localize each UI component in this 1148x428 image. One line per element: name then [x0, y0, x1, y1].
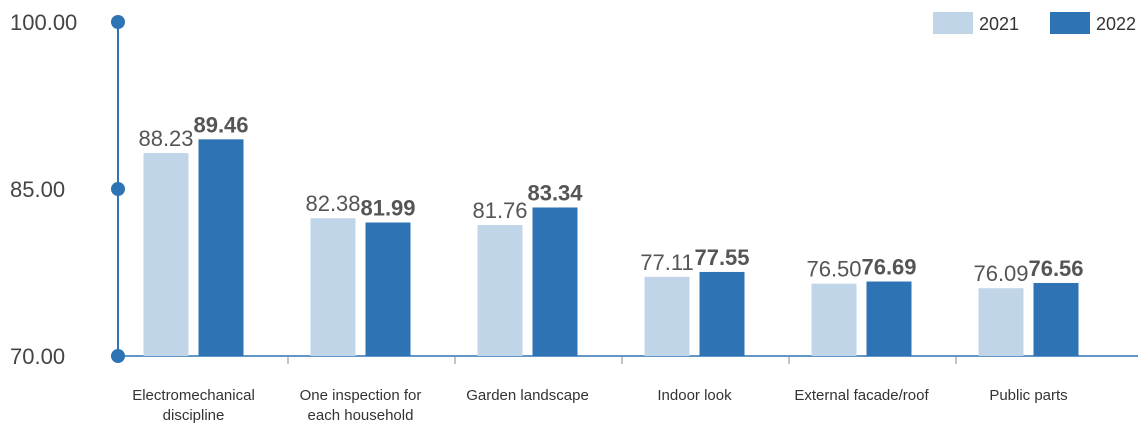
data-label-2021: 88.23 [138, 126, 193, 151]
data-label-2021: 77.11 [640, 250, 693, 275]
data-label-2022: 89.46 [193, 112, 248, 137]
category-label: Indoor look [657, 387, 732, 404]
category-label: External facade/roof [794, 387, 929, 404]
bar-2021 [143, 153, 189, 356]
data-label-2021: 82.38 [305, 191, 360, 216]
bar-2021 [477, 225, 523, 356]
y-tick-label: 85.00 [10, 177, 65, 202]
category-label-line: each household [308, 407, 414, 424]
data-label-2022: 76.69 [861, 255, 916, 280]
data-label-2021: 81.76 [472, 198, 527, 223]
y-tick-label: 70.00 [10, 344, 65, 369]
bar-2022 [1033, 282, 1079, 356]
bar-2022 [866, 281, 912, 356]
bars [143, 139, 1079, 356]
y-tick-marker [111, 349, 125, 363]
category-label-line: Garden landscape [466, 387, 589, 404]
bar-2021 [978, 288, 1024, 356]
category-label-line: Public parts [989, 387, 1067, 404]
category-label: Public parts [989, 387, 1067, 404]
data-label-2022: 76.56 [1028, 256, 1083, 281]
bar-2022 [365, 222, 411, 356]
category-label-line: Indoor look [657, 387, 732, 404]
y-tick-label: 100.00 [10, 10, 77, 35]
category-label-line: Electromechanical [132, 387, 255, 404]
legend-label-2021: 2021 [979, 14, 1019, 34]
data-label-2021: 76.50 [806, 257, 861, 282]
data-label-2022: 83.34 [527, 180, 583, 205]
y-tick-marker [111, 182, 125, 196]
bar-2021 [310, 218, 356, 356]
bar-2022 [699, 271, 745, 356]
axes: 100.00 85.00 70.00 [10, 10, 1138, 369]
category-label: Electromechanical discipline [132, 387, 255, 424]
legend: 2021 2022 [933, 12, 1136, 34]
category-label-line: External facade/roof [794, 387, 929, 404]
bar-2021 [644, 276, 690, 356]
data-label-2022: 77.55 [694, 245, 749, 270]
category-labels: Electromechanical discipline One inspectio… [132, 387, 1067, 424]
bar-2021 [811, 283, 857, 356]
legend-swatch-2022 [1050, 12, 1090, 34]
legend-label-2022: 2022 [1096, 14, 1136, 34]
bar-2022 [198, 139, 244, 356]
category-label: One inspection for each household [300, 387, 422, 424]
y-tick-marker [111, 15, 125, 29]
category-label: Garden landscape [466, 387, 589, 404]
legend-swatch-2021 [933, 12, 973, 34]
data-label-2021: 76.09 [973, 261, 1028, 286]
bar-2022 [532, 207, 578, 356]
category-label-line: One inspection for [300, 387, 422, 404]
data-label-2022: 81.99 [360, 196, 415, 221]
category-label-line: discipline [163, 407, 225, 424]
